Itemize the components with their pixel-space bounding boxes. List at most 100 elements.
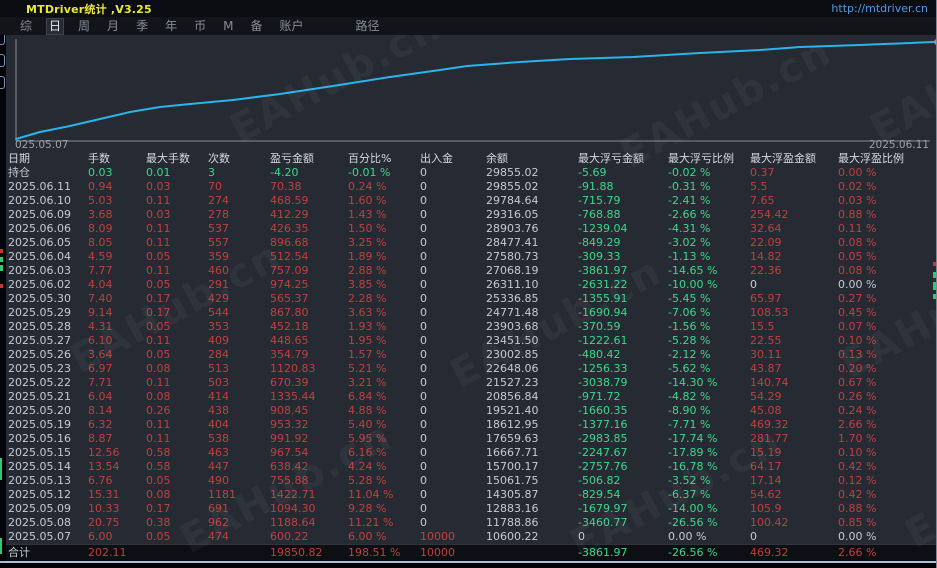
menu-item-5[interactable]: 季 [136,18,149,33]
column-header-9[interactable]: 最大浮亏金额 [578,152,644,165]
cell: 278 [208,208,229,221]
column-header-2[interactable]: 手数 [88,152,110,165]
cell: 2025.06.11 [8,180,71,193]
cell: 2025.06.09 [8,208,71,221]
column-header-11[interactable]: 最大浮盈金额 [750,152,816,165]
table-row[interactable]: 2025.05.09 10.33 0.17 691 1094.30 9.28 % 0 1288… [6,502,936,516]
table-row[interactable]: 2025.05.28 4.31 0.05 353 452.18 1.93 % 0 23903.… [6,320,936,334]
cell: 5.28 % [348,474,387,487]
dock-handle-icon[interactable] [0,76,5,89]
cell: 3.25 % [348,236,387,249]
menu-item-8[interactable]: M [223,18,234,33]
cell: 867.80 [270,306,309,319]
cell: 8.05 [88,236,113,249]
cell: 0.85 % [838,516,877,529]
column-header-3[interactable]: 最大手数 [146,152,190,165]
table-row[interactable]: 2025.05.29 9.14 0.17 544 867.80 3.63 % 0 24771.… [6,306,936,320]
menu-item-3[interactable]: 周 [78,18,91,33]
cell: 0 [420,278,427,291]
table-row[interactable]: 2025.06.10 5.03 0.11 274 468.59 1.60 % 0 29784.… [6,194,936,208]
cell: 10.33 [88,502,120,515]
cell: 0 [420,320,427,333]
table-row[interactable]: 持仓 0.03 0.01 3 -4.20 -0.01 % 0 29855.02 -5.69 -0.… [6,166,936,180]
table-row[interactable]: 2025.05.30 7.40 0.17 429 565.37 2.28 % 0 25336.… [6,292,936,306]
cell: 15061.75 [486,474,539,487]
column-header-10[interactable]: 最大浮亏比例 [668,152,734,165]
table-row[interactable]: 2025.06.06 8.09 0.11 537 426.35 1.50 % 0 28903.… [6,222,936,236]
cell: 32.64 [750,222,782,235]
cell: 0.05 [146,348,171,361]
column-header-7[interactable]: 出入金 [420,152,453,165]
edge-marker [0,265,3,271]
cell: -1.56 % [668,320,711,333]
cell: -829.54 [578,488,621,501]
cell: 0.13 % [838,348,877,361]
table-row[interactable]: 2025.05.16 8.87 0.11 538 991.92 5.95 % 0 17659.… [6,432,936,446]
table-row[interactable]: 2025.06.03 7.77 0.11 460 757.09 2.88 % 0 27068.… [6,264,936,278]
column-header-4[interactable]: 次数 [208,152,230,165]
cell: 2025.05.30 [8,292,71,305]
cell: 0 [420,376,427,389]
menu-item-4[interactable]: 月 [107,18,120,33]
table-row[interactable]: 2025.05.12 15.31 0.08 1181 1422.71 11.04 % 0 14… [6,488,936,502]
dock-handle-icon[interactable] [0,54,5,67]
table-row[interactable]: 2025.05.22 7.71 0.11 503 670.39 3.21 % 0 21527.… [6,376,936,390]
cell: 16667.71 [486,446,539,459]
cell: -2757.76 [578,460,628,473]
edge-marker [933,262,936,266]
column-header-5[interactable]: 盈亏金额 [270,152,314,165]
cell: 14305.87 [486,488,539,501]
app-url-link[interactable]: http://mtdriver.cn [831,2,928,15]
cell: -16.78 % [668,460,718,473]
cell: 2025.05.16 [8,432,71,445]
table-row[interactable]: 2025.05.23 6.97 0.08 513 1120.83 5.21 % 0 22648… [6,362,936,376]
cell: 0 [420,180,427,193]
cell: 429 [208,292,229,305]
table-row[interactable]: 2025.05.26 3.64 0.05 284 354.79 1.57 % 0 23002.… [6,348,936,362]
window-bottom-border[interactable] [0,561,936,568]
column-header-6[interactable]: 百分比% [348,152,392,165]
cell: 409 [208,334,229,347]
table-row[interactable]: 2025.05.08 20.75 0.38 962 1188.64 11.21 % 0 117… [6,516,936,530]
table-row[interactable]: 2025.06.05 8.05 0.11 557 896.68 3.25 % 0 28477.… [6,236,936,250]
cell: 991.92 [270,432,309,445]
cell: 合计 [8,546,30,559]
table-row[interactable]: 2025.05.13 6.76 0.05 490 755.88 5.28 % 0 15061.… [6,474,936,488]
table-row[interactable]: 2025.06.04 4.59 0.05 359 512.54 1.89 % 0 27580.… [6,250,936,264]
column-header-12[interactable]: 最大浮盈比例 [838,152,904,165]
menu-item-2[interactable]: 日 [46,17,65,35]
table-row[interactable]: 2025.06.09 3.68 0.03 278 412.29 1.43 % 0 29316.… [6,208,936,222]
table-row[interactable]: 2025.06.02 4.04 0.05 291 974.25 3.85 % 0 26311.… [6,278,936,292]
table-row[interactable]: 2025.05.20 8.14 0.26 438 908.45 4.88 % 0 19521.… [6,404,936,418]
table-row[interactable]: 2025.05.19 6.32 0.11 404 953.32 5.40 % 0 18612.… [6,418,936,432]
cell: 1.95 % [348,334,387,347]
table-row[interactable]: 2025.05.21 6.04 0.08 414 1335.44 6.84 % 0 20856… [6,390,936,404]
table-row[interactable]: 2025.05.14 13.54 0.58 447 638.42 4.24 % 0 15700… [6,460,936,474]
table-row[interactable]: 2025.06.11 0.94 0.03 70 70.38 0.24 % 0 29855.02… [6,180,936,194]
cell: 953.32 [270,418,309,431]
cell: -26.56 % [668,546,718,559]
menu-item-path[interactable]: 路径 [355,18,380,33]
table-row[interactable]: 2025.05.15 12.56 0.58 463 967.54 6.16 % 0 16667… [6,446,936,460]
menu-item-7[interactable]: 币 [194,18,207,33]
menu-item-10[interactable]: 账户 [279,18,304,33]
cell: 28903.76 [486,222,539,235]
column-header-1[interactable]: 日期 [8,152,30,165]
table-total-row[interactable]: 合计 202.11 19850.82 198.51 % 10000 -3861.97 -26… [6,544,936,561]
cell: 1.50 % [348,222,387,235]
table-row[interactable]: 2025.05.27 6.10 0.11 409 448.65 1.95 % 0 23451.… [6,334,936,348]
menu-item-9[interactable]: 备 [250,18,263,33]
menu-item-6[interactable]: 年 [165,18,178,33]
menu-item-1[interactable]: 综 [20,18,33,33]
cell: 426.35 [270,222,309,235]
cell: 0.11 % [838,222,877,235]
cell: 8.14 [88,404,113,417]
cell: 1181 [208,488,236,501]
cell: 2025.05.07 [8,530,71,543]
cell: 15.19 [750,446,782,459]
table-row[interactable]: 2025.05.07 6.00 0.05 474 600.22 6.00 % 10000 10… [6,530,936,545]
cell: 6.84 % [348,390,387,403]
cell: 0.03 [88,166,113,179]
cell: 0.88 % [838,208,877,221]
column-header-8[interactable]: 余额 [486,152,508,165]
